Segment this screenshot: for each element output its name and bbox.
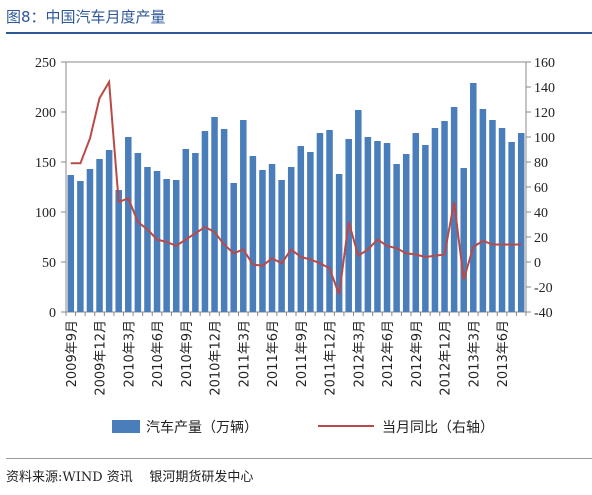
chart: 0 50 100 150 200 250 -40 -20 0 20 40 60 80 100 120 140… bbox=[35, 56, 555, 436]
bar bbox=[498, 128, 506, 312]
x-tick-label: 2011年6月 bbox=[266, 320, 281, 387]
right-tick-label: 160 bbox=[534, 56, 555, 71]
left-tick-label: 50 bbox=[42, 256, 56, 271]
bar bbox=[297, 146, 305, 312]
bar bbox=[307, 152, 314, 312]
title-divider bbox=[6, 32, 592, 34]
bar bbox=[230, 183, 237, 312]
x-tick-label: 2012年3月 bbox=[352, 320, 367, 387]
bar bbox=[86, 169, 94, 312]
right-tick-label: 120 bbox=[534, 106, 555, 121]
bar bbox=[470, 83, 477, 312]
bar bbox=[364, 137, 372, 312]
bar bbox=[355, 110, 362, 312]
bar-series bbox=[67, 83, 525, 312]
left-axis: 0 50 100 150 200 250 bbox=[35, 56, 66, 321]
bar bbox=[517, 133, 525, 312]
right-tick-label: 40 bbox=[534, 206, 548, 221]
bar bbox=[77, 181, 84, 312]
legend-bar-swatch bbox=[112, 420, 140, 433]
title-bar: 图8：中国汽车月度产量 bbox=[6, 4, 592, 34]
bar bbox=[460, 168, 467, 312]
bar bbox=[316, 133, 324, 312]
bar bbox=[268, 164, 276, 312]
x-tick-label: 2009年12月 bbox=[94, 320, 109, 396]
bar bbox=[249, 156, 257, 312]
bar bbox=[489, 120, 496, 312]
footer-divider bbox=[6, 458, 592, 459]
chart-title: 图8：中国汽车月度产量 bbox=[6, 8, 166, 26]
right-tick-label: 0 bbox=[534, 256, 541, 271]
bar bbox=[134, 153, 142, 312]
left-tick-label: 250 bbox=[35, 56, 56, 71]
left-tick-label: 100 bbox=[35, 206, 56, 221]
x-tick-label: 2012年9月 bbox=[410, 320, 425, 387]
bar bbox=[374, 141, 381, 312]
bar bbox=[67, 175, 75, 312]
left-tick-label: 150 bbox=[35, 156, 56, 171]
right-tick-label: 80 bbox=[534, 156, 548, 171]
bar bbox=[182, 149, 190, 312]
x-tick-label: 2011年9月 bbox=[295, 320, 310, 387]
bar bbox=[383, 143, 391, 312]
bar bbox=[479, 109, 487, 312]
bar bbox=[125, 137, 132, 312]
bar bbox=[393, 164, 400, 312]
right-tick-label: -40 bbox=[534, 306, 553, 321]
bar bbox=[431, 128, 439, 312]
bar bbox=[326, 130, 333, 312]
x-axis-labels: 2009年9月 2009年12月 2010年3月 2010年6月 2010年9月 2010… bbox=[65, 320, 511, 396]
x-tick-label: 2012年12月 bbox=[439, 320, 454, 396]
x-tick-label: 2010年12月 bbox=[209, 320, 224, 396]
left-tick-label: 0 bbox=[49, 306, 56, 321]
x-tick-label: 2010年9月 bbox=[180, 320, 195, 387]
x-tick-label: 2013年6月 bbox=[496, 320, 511, 387]
left-tick-label: 200 bbox=[35, 106, 56, 121]
bar bbox=[201, 131, 209, 312]
line-series bbox=[70, 78, 522, 295]
bar bbox=[240, 120, 247, 312]
bar bbox=[220, 129, 228, 312]
bar bbox=[422, 145, 429, 312]
x-tick-label: 2012年6月 bbox=[381, 320, 396, 387]
x-tick-label: 2013年3月 bbox=[467, 320, 482, 387]
legend-bar-label: 汽车产量（万辆） bbox=[146, 419, 258, 436]
bar bbox=[278, 180, 285, 312]
bar bbox=[402, 154, 410, 312]
right-tick-label: 100 bbox=[534, 131, 555, 146]
x-tick-label: 2010年3月 bbox=[122, 320, 137, 387]
bar bbox=[287, 167, 295, 312]
right-axis: -40 -20 0 20 40 60 80 100 120 140 160 bbox=[526, 56, 555, 321]
bar bbox=[105, 150, 113, 312]
legend-line-label: 当月同比（右轴） bbox=[382, 420, 494, 436]
right-tick-label: -20 bbox=[534, 281, 553, 296]
bar bbox=[412, 133, 420, 312]
bar bbox=[259, 170, 266, 312]
bar bbox=[153, 171, 161, 312]
source-note: 资料来源:WIND 资讯 银河期货研发中心 bbox=[6, 470, 254, 485]
bar bbox=[144, 167, 151, 312]
bar bbox=[211, 117, 218, 312]
x-tick-label: 2011年3月 bbox=[237, 320, 252, 387]
right-tick-label: 20 bbox=[534, 231, 548, 246]
legend: 汽车产量（万辆） 当月同比（右轴） bbox=[112, 419, 494, 436]
x-axis-ticks bbox=[65, 312, 527, 316]
bar bbox=[163, 179, 170, 312]
x-tick-label: 2010年6月 bbox=[151, 320, 166, 387]
bar bbox=[335, 174, 343, 312]
right-tick-label: 60 bbox=[534, 181, 548, 196]
bar bbox=[96, 159, 103, 312]
right-tick-label: 140 bbox=[534, 81, 555, 96]
x-tick-label: 2009年9月 bbox=[65, 320, 80, 387]
bar bbox=[508, 142, 515, 312]
bar bbox=[115, 190, 122, 312]
x-tick-label: 2011年12月 bbox=[324, 320, 339, 396]
bar bbox=[441, 121, 448, 312]
